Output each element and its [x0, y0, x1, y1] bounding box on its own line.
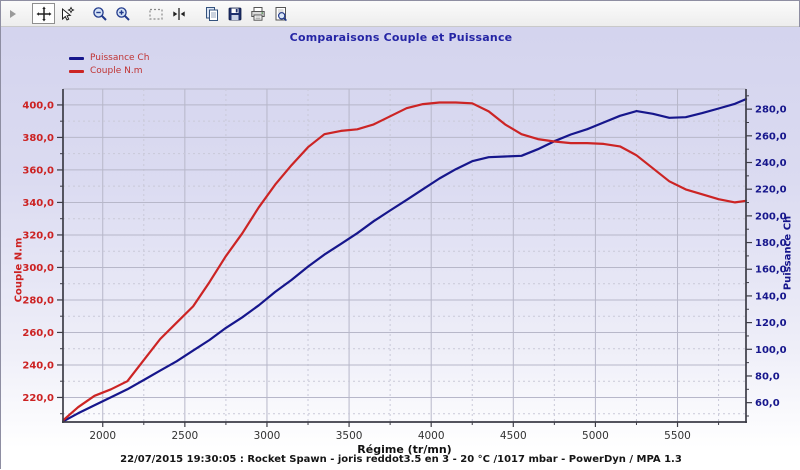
puissance-swatch — [69, 56, 84, 60]
run-info-caption: 22/07/2015 19:30:05 : Rocket Spawn - jor… — [120, 454, 682, 465]
right-tick-label: 140,0 — [755, 291, 787, 302]
toolbar — [1, 1, 799, 27]
legend-label-couple: Couple N.m — [90, 66, 143, 76]
x-tick-label: 5500 — [664, 430, 691, 442]
x-axis-title: Régime (tr/mn) — [357, 443, 452, 456]
legend-item-puissance[interactable]: Puissance Ch — [69, 53, 149, 63]
x-tick-label: 2000 — [89, 430, 116, 442]
right-axis-title: Puissance Ch — [782, 215, 794, 291]
zoom-in-icon — [115, 6, 130, 21]
fit-axes-button[interactable] — [167, 3, 190, 24]
print-preview-icon — [275, 6, 287, 21]
save-floppy-icon — [228, 7, 241, 20]
right-tick-label: 280,0 — [755, 105, 787, 116]
x-tick-label: 3000 — [254, 430, 281, 442]
x-tick-label: 4500 — [500, 430, 527, 442]
right-tick-label: 160,0 — [755, 265, 787, 276]
right-tick-label: 120,0 — [755, 318, 787, 329]
left-axis-title: Couple N.m — [13, 237, 25, 303]
print-preview-button[interactable] — [269, 3, 292, 24]
right-tick-label: 60,0 — [755, 398, 780, 409]
right-tick-label: 180,0 — [755, 238, 787, 249]
zoom-out-button[interactable] — [88, 3, 111, 24]
zoom-out-icon — [92, 6, 107, 21]
x-tick-label: 2500 — [171, 430, 198, 442]
x-tick-label: 5000 — [582, 430, 609, 442]
right-tick-label: 80,0 — [755, 371, 780, 382]
left-tick-label: 280,0 — [22, 295, 54, 306]
left-tick-label: 340,0 — [22, 198, 54, 209]
print-icon — [250, 6, 265, 21]
chart-plot-area[interactable]: 220,0 240,0 260,0 280,0 300,0 320,0 340,0 360,0… — [1, 27, 800, 470]
left-tick-label: 260,0 — [22, 328, 54, 339]
chart-panel: 220,0 240,0 260,0 280,0 300,0 320,0 340,0 360,0… — [1, 27, 800, 470]
right-tick-label: 220,0 — [755, 185, 787, 196]
left-tick-label: 220,0 — [22, 393, 54, 404]
collapse-arrow-icon — [10, 9, 16, 18]
toolbar-collapse-arrow[interactable] — [6, 6, 20, 22]
copy-icon — [205, 6, 218, 21]
right-tick-label: 260,0 — [755, 131, 787, 142]
copy-button[interactable] — [200, 3, 223, 24]
left-tick-label: 300,0 — [22, 263, 54, 274]
pan-crosshair-icon — [36, 6, 51, 21]
fit-axes-icon — [172, 7, 185, 20]
legend-label-puissance: Puissance Ch — [90, 53, 150, 63]
selection-rectangle-icon — [148, 8, 163, 20]
couple-swatch — [69, 69, 84, 73]
chart-title: Comparaisons Couple et Puissance — [289, 31, 513, 44]
left-tick-label: 360,0 — [22, 165, 54, 176]
left-tick-label: 400,0 — [22, 100, 54, 111]
legend: Puissance Ch Couple N.m — [69, 53, 149, 79]
left-tick-label: 320,0 — [22, 230, 54, 241]
pan-button[interactable] — [32, 3, 55, 24]
x-tick-label: 3500 — [336, 430, 363, 442]
series-right — [62, 97, 748, 423]
print-button[interactable] — [246, 3, 269, 24]
zoom-in-button[interactable] — [111, 3, 134, 24]
x-tick-label: 4000 — [418, 430, 445, 442]
select-region-button[interactable] — [144, 3, 167, 24]
right-tick-label: 200,0 — [755, 211, 787, 222]
left-tick-label: 240,0 — [22, 360, 54, 371]
left-tick-label: 380,0 — [22, 133, 54, 144]
pointer-star-icon — [61, 5, 75, 21]
series-left — [62, 101, 748, 422]
legend-item-couple[interactable]: Couple N.m — [69, 66, 149, 76]
right-tick-label: 100,0 — [755, 345, 787, 356]
save-button[interactable] — [223, 3, 246, 24]
right-tick-label: 240,0 — [755, 158, 787, 169]
pointer-button[interactable] — [55, 3, 78, 24]
